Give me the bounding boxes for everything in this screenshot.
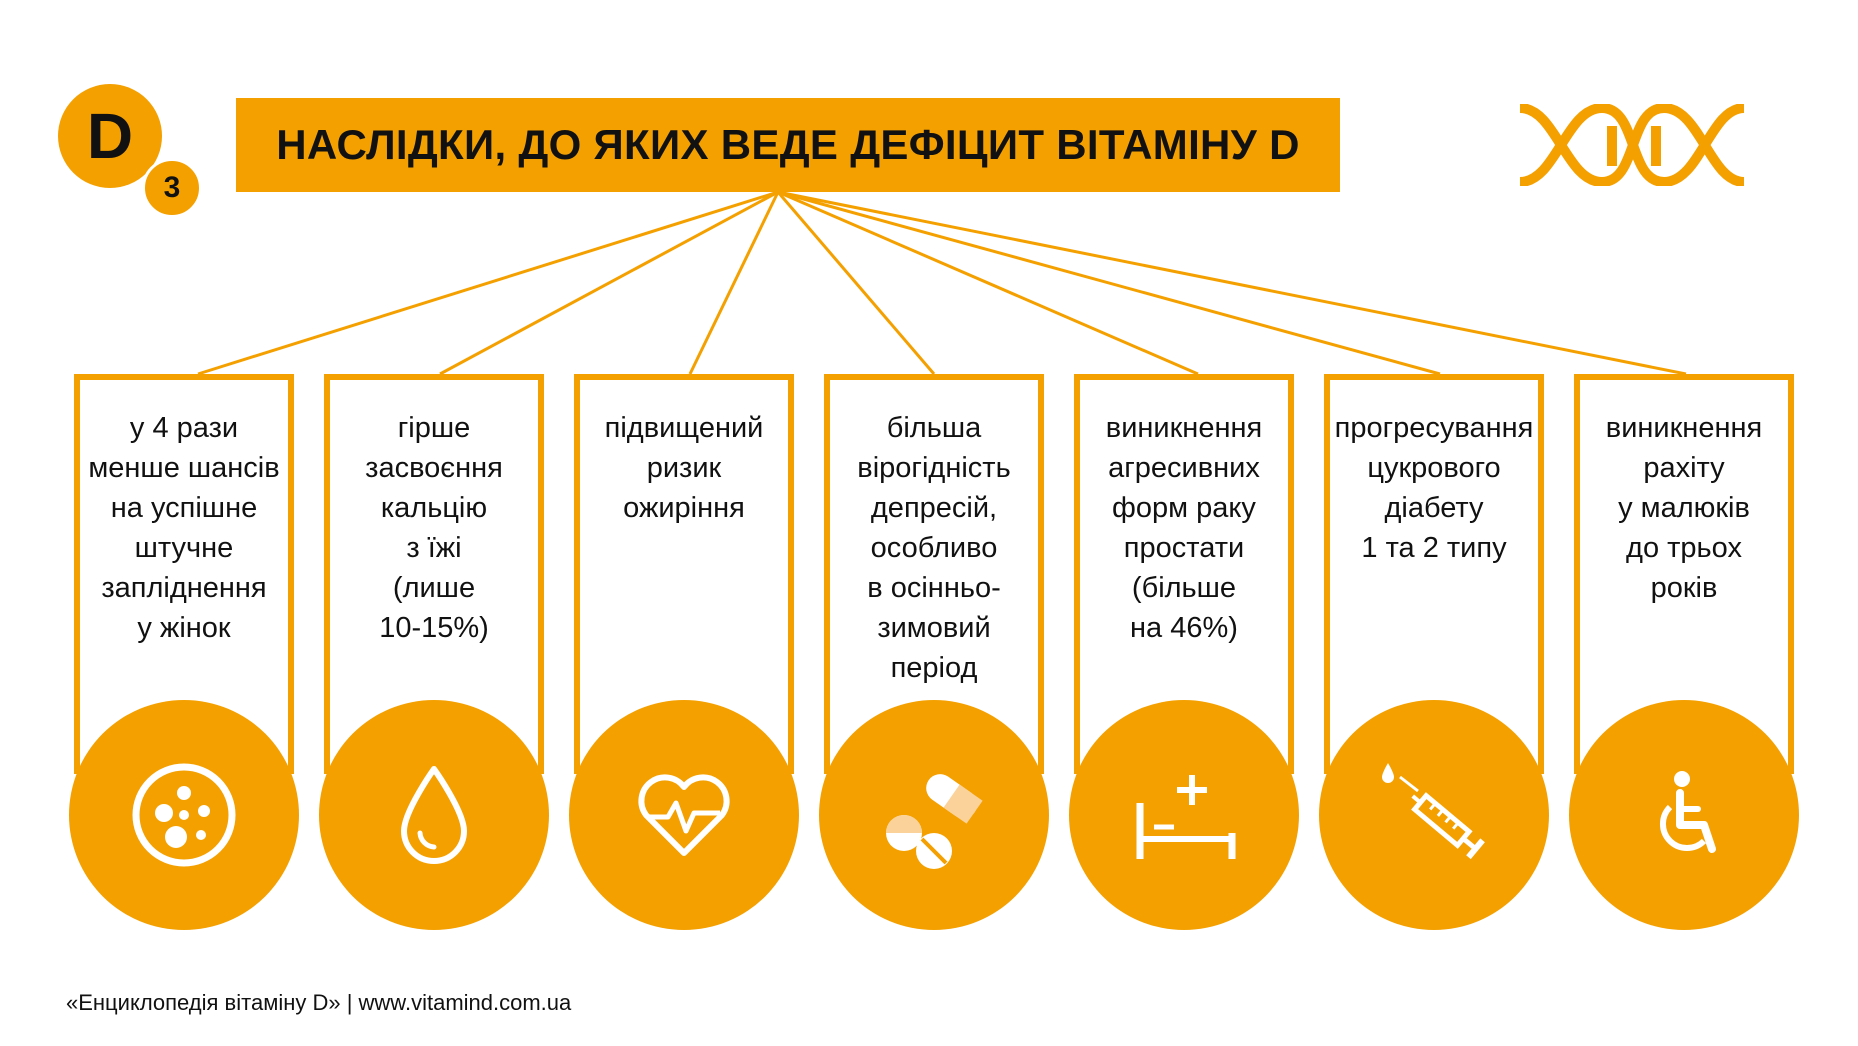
connector-line xyxy=(777,190,1199,376)
logo-letter: D xyxy=(58,84,162,188)
syringe-icon xyxy=(1382,763,1485,860)
hospital-bed-icon xyxy=(1136,775,1236,859)
pills-icon xyxy=(886,774,983,869)
title-banner: НАСЛІДКИ, ДО ЯКИХ ВЕДЕ ДЕФІЦИТ ВІТАМІНУ … xyxy=(236,98,1340,192)
icon-circle xyxy=(1319,700,1549,930)
wheelchair-icon xyxy=(1659,771,1716,853)
consequence-card: прогресування цукрового діабету 1 та 2 т… xyxy=(1324,374,1544,774)
icon-circle xyxy=(569,700,799,930)
connector-line xyxy=(777,190,1687,376)
dna-icon xyxy=(1519,104,1745,186)
consequence-card: більша вірогідність депресій, особливо в… xyxy=(824,374,1044,774)
icon-circle xyxy=(819,700,1049,930)
vitamin-d3-logo: D 3 xyxy=(58,84,204,218)
card-text: підвищений ризик ожиріння xyxy=(604,412,764,524)
icon-circle xyxy=(1569,700,1799,930)
connector-line xyxy=(777,190,1441,376)
connector-line xyxy=(439,190,779,376)
connector-line xyxy=(197,190,779,376)
icon-circle xyxy=(319,700,549,930)
connector-line xyxy=(688,191,780,375)
card-text: гірше засвоєння кальцію з їжі (лише 10-1… xyxy=(365,412,503,644)
card-text: прогресування цукрового діабету 1 та 2 т… xyxy=(1334,412,1534,564)
logo-subscript: 3 xyxy=(142,158,202,218)
card-text: більша вірогідність депресій, особливо в… xyxy=(857,412,1011,684)
card-text: виникнення агресивних форм раку простати… xyxy=(1105,412,1263,644)
heart-pulse-icon xyxy=(638,774,730,856)
page-title: НАСЛІДКИ, ДО ЯКИХ ВЕДЕ ДЕФІЦИТ ВІТАМІНУ … xyxy=(276,121,1300,168)
card-text: виникнення рахіту у малюків до трьох рок… xyxy=(1605,412,1763,604)
icon-circle xyxy=(1069,700,1299,930)
card-text: у 4 рази менше шансів на успішне штучне … xyxy=(88,412,280,644)
connector-line xyxy=(776,191,936,375)
footer-source: «Енциклопедія вітаміну D» | www.vitamind… xyxy=(66,990,572,1015)
icon-circle xyxy=(69,700,299,930)
drop-icon xyxy=(401,766,467,864)
petri-dish-icon xyxy=(132,763,236,867)
